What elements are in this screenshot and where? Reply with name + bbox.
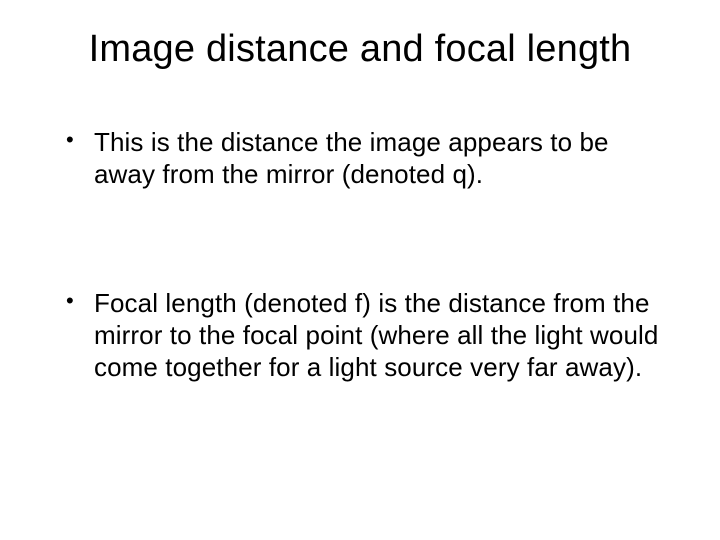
bullet-item: This is the distance the image appears t… (66, 127, 672, 190)
slide-container: Image distance and focal length This is … (0, 0, 720, 540)
bullet-list: This is the distance the image appears t… (48, 127, 672, 384)
slide-title: Image distance and focal length (48, 28, 672, 71)
bullet-item: Focal length (denoted f) is the distance… (66, 288, 672, 383)
